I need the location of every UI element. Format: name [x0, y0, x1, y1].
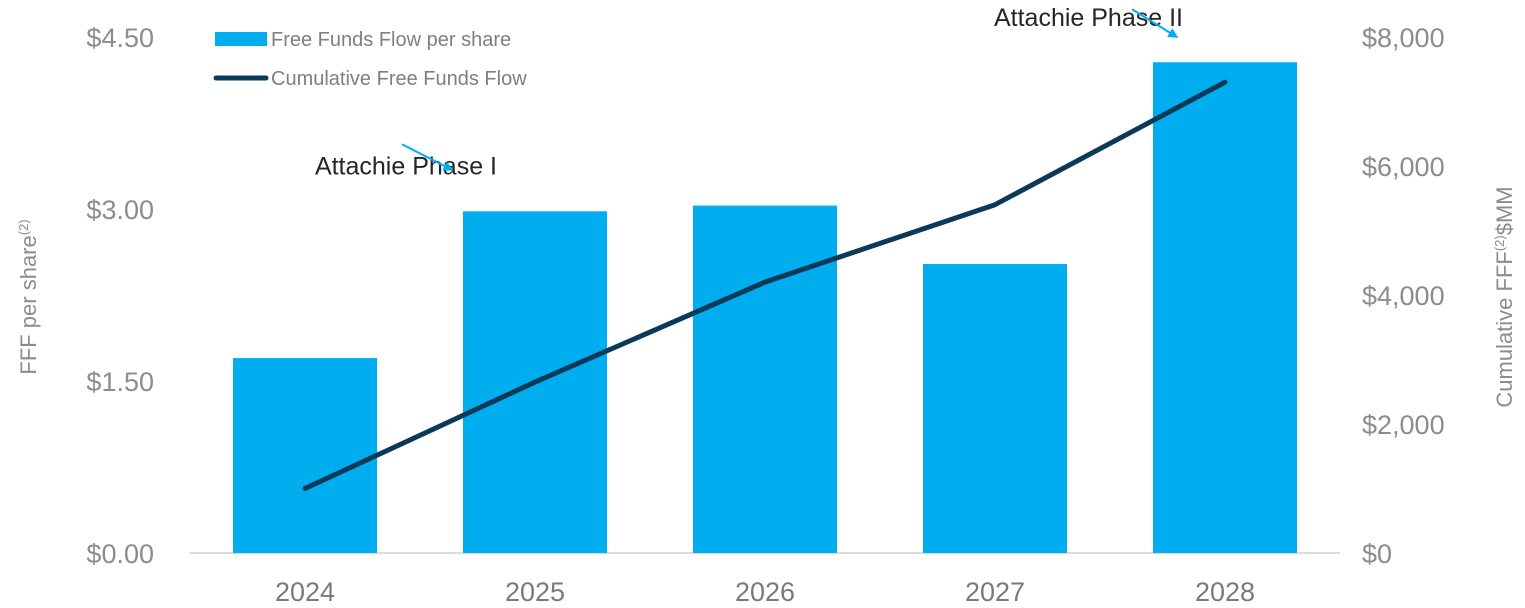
left-axis-title: FFF per share(2): [16, 219, 41, 374]
left-tick-label: $0.00: [86, 539, 154, 569]
left-tick-label: $1.50: [86, 367, 154, 397]
legend: Free Funds Flow per share Cumulative Fre…: [213, 29, 527, 90]
x-tick-label: 2024: [275, 577, 335, 607]
cumulative-line: [302, 79, 1228, 491]
annotation-label: Attachie Phase I: [315, 152, 497, 180]
bar-2026: [693, 205, 837, 553]
right-tick-label: $0: [1362, 539, 1392, 569]
legend-label-line: Cumulative Free Funds Flow: [271, 68, 527, 90]
annotations: Attachie Phase I Attachie Phase II: [315, 4, 1183, 180]
right-tick-label: $6,000: [1362, 152, 1445, 182]
right-tick-label: $8,000: [1362, 23, 1445, 53]
x-tick-label: 2027: [965, 577, 1025, 607]
right-tick-label: $4,000: [1362, 281, 1445, 311]
bar-2024: [233, 358, 377, 553]
bar-2028: [1153, 62, 1297, 554]
x-tick-label: 2025: [505, 577, 565, 607]
annotation-label: Attachie Phase II: [994, 4, 1183, 32]
right-axis-title: Cumulative FFF(2)$MM: [1492, 186, 1517, 407]
legend-label-bar: Free Funds Flow per share: [271, 29, 511, 51]
left-tick-label: $4.50: [86, 23, 154, 53]
bar-series: [233, 62, 1297, 554]
left-tick-label: $3.00: [86, 195, 154, 225]
right-axis-ticks: $0 $2,000 $4,000 $6,000 $8,000: [1362, 23, 1445, 569]
legend-swatch-bar: [215, 32, 267, 46]
right-tick-label: $2,000: [1362, 410, 1445, 440]
x-tick-label: 2028: [1195, 577, 1255, 607]
left-axis-ticks: $0.00 $1.50 $3.00 $4.50: [86, 23, 154, 569]
annotation-arrow: [401, 143, 454, 171]
annotation-arrow: [1131, 8, 1179, 38]
x-axis-ticks: 2024 2025 2026 2027 2028: [275, 577, 1255, 607]
x-tick-label: 2026: [735, 577, 795, 607]
bar-2027: [923, 264, 1067, 553]
